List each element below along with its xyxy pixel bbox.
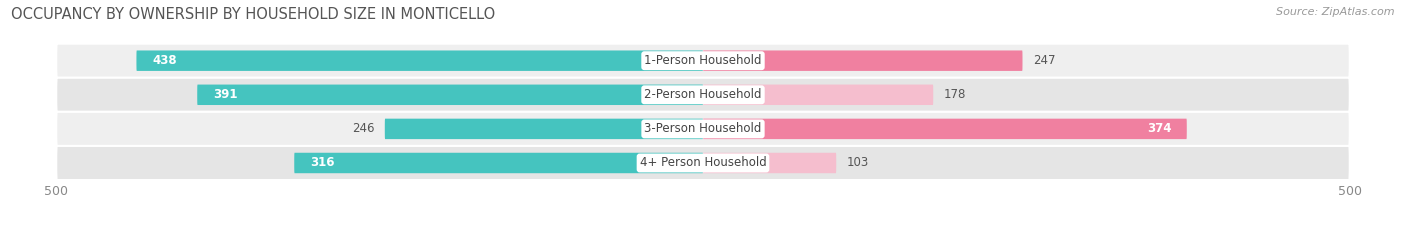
FancyBboxPatch shape [136,51,703,71]
Text: 374: 374 [1147,122,1171,135]
FancyBboxPatch shape [385,119,703,139]
Text: OCCUPANCY BY OWNERSHIP BY HOUSEHOLD SIZE IN MONTICELLO: OCCUPANCY BY OWNERSHIP BY HOUSEHOLD SIZE… [11,7,495,22]
Text: 4+ Person Household: 4+ Person Household [640,157,766,169]
FancyBboxPatch shape [703,119,1187,139]
FancyBboxPatch shape [56,112,1350,146]
FancyBboxPatch shape [56,146,1350,180]
Text: 178: 178 [943,88,966,101]
FancyBboxPatch shape [56,44,1350,78]
FancyBboxPatch shape [703,51,1022,71]
Text: Source: ZipAtlas.com: Source: ZipAtlas.com [1277,7,1395,17]
Text: 316: 316 [309,157,335,169]
Text: 2-Person Household: 2-Person Household [644,88,762,101]
FancyBboxPatch shape [703,85,934,105]
Text: 246: 246 [352,122,374,135]
FancyBboxPatch shape [294,153,703,173]
Text: 438: 438 [152,54,177,67]
Text: 247: 247 [1033,54,1056,67]
Text: 1-Person Household: 1-Person Household [644,54,762,67]
Text: 391: 391 [212,88,238,101]
Text: 103: 103 [846,157,869,169]
FancyBboxPatch shape [703,153,837,173]
FancyBboxPatch shape [56,78,1350,112]
FancyBboxPatch shape [197,85,703,105]
Text: 3-Person Household: 3-Person Household [644,122,762,135]
